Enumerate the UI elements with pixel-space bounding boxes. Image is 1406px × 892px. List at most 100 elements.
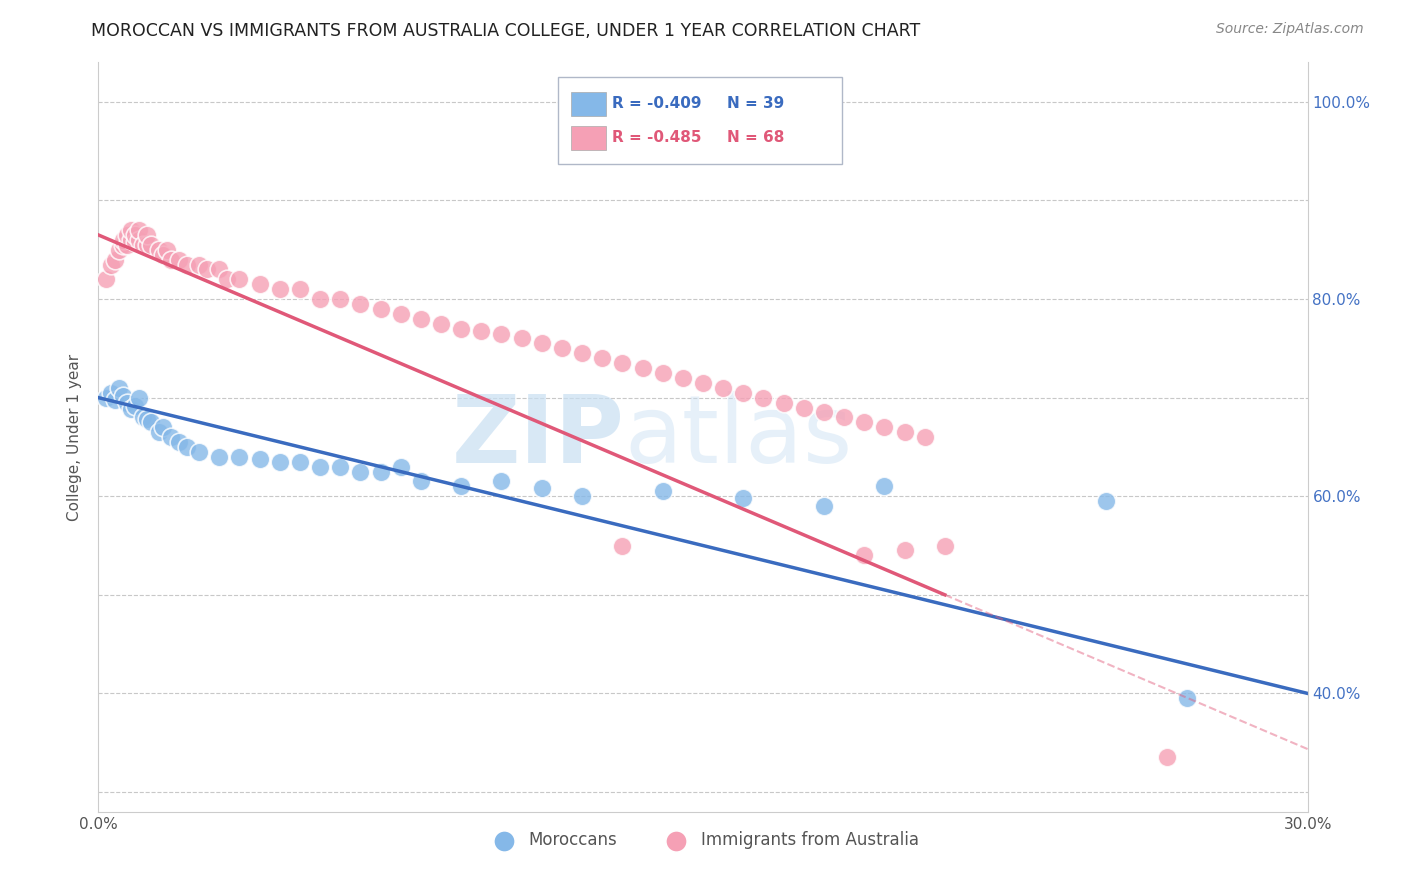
Point — [914, 430, 936, 444]
Point — [309, 292, 332, 306]
Text: N = 68: N = 68 — [727, 130, 785, 145]
FancyBboxPatch shape — [558, 78, 842, 163]
Point — [120, 402, 142, 417]
Point — [430, 317, 453, 331]
Point — [752, 391, 775, 405]
Point — [269, 282, 291, 296]
Text: Source: ZipAtlas.com: Source: ZipAtlas.com — [1216, 22, 1364, 37]
Point — [111, 237, 134, 252]
Text: ZIP: ZIP — [451, 391, 624, 483]
Point — [813, 499, 835, 513]
Point — [450, 479, 472, 493]
Point — [148, 243, 170, 257]
Point — [651, 366, 673, 380]
Point — [188, 258, 211, 272]
Point — [135, 237, 157, 252]
Point — [409, 311, 432, 326]
Point — [934, 539, 956, 553]
Point — [692, 376, 714, 390]
Point — [152, 248, 174, 262]
Point — [139, 237, 162, 252]
Point — [111, 389, 134, 403]
Point — [370, 465, 392, 479]
Point — [288, 282, 311, 296]
Point — [115, 395, 138, 409]
Point — [1175, 691, 1198, 706]
Point — [132, 410, 155, 425]
Point — [128, 391, 150, 405]
Point — [893, 425, 915, 439]
Point — [176, 440, 198, 454]
Point — [1095, 494, 1118, 508]
Point — [832, 410, 855, 425]
Point — [132, 237, 155, 252]
Point — [612, 539, 634, 553]
Point — [269, 455, 291, 469]
Point — [148, 425, 170, 439]
Point — [733, 385, 755, 400]
Point — [124, 227, 146, 242]
Point — [176, 258, 198, 272]
Point — [120, 223, 142, 237]
Point — [853, 549, 876, 563]
Point — [612, 356, 634, 370]
Point — [329, 459, 352, 474]
Point — [470, 324, 492, 338]
Point — [491, 475, 513, 489]
Point — [409, 475, 432, 489]
FancyBboxPatch shape — [571, 93, 606, 116]
Point — [893, 543, 915, 558]
Point — [188, 445, 211, 459]
Point — [672, 371, 695, 385]
Text: R = -0.485: R = -0.485 — [613, 130, 702, 145]
Point — [124, 235, 146, 249]
Point — [111, 233, 134, 247]
Point — [115, 227, 138, 242]
Point — [873, 479, 896, 493]
Point — [793, 401, 815, 415]
Point — [349, 465, 371, 479]
Point — [156, 243, 179, 257]
Point — [96, 391, 118, 405]
Point — [329, 292, 352, 306]
Point — [152, 420, 174, 434]
Legend: Moroccans, Immigrants from Australia: Moroccans, Immigrants from Australia — [481, 824, 925, 855]
Point — [288, 455, 311, 469]
Point — [530, 481, 553, 495]
Point — [124, 399, 146, 413]
Point — [349, 297, 371, 311]
Point — [228, 272, 250, 286]
Point — [135, 412, 157, 426]
Point — [107, 243, 129, 257]
Point — [160, 252, 183, 267]
Point — [873, 420, 896, 434]
Point — [571, 489, 593, 503]
Point — [711, 381, 734, 395]
Text: R = -0.409: R = -0.409 — [613, 96, 702, 112]
Point — [389, 307, 412, 321]
Point — [733, 491, 755, 506]
Point — [772, 395, 794, 409]
Point — [530, 336, 553, 351]
Point — [510, 331, 533, 345]
Point — [491, 326, 513, 341]
Point — [96, 272, 118, 286]
Point — [389, 459, 412, 474]
Point — [100, 258, 122, 272]
Point — [651, 484, 673, 499]
Point — [115, 237, 138, 252]
Point — [160, 430, 183, 444]
Text: N = 39: N = 39 — [727, 96, 785, 112]
Point — [128, 233, 150, 247]
Point — [128, 223, 150, 237]
Y-axis label: College, Under 1 year: College, Under 1 year — [67, 353, 83, 521]
Point — [217, 272, 239, 286]
Point — [139, 415, 162, 429]
Point — [100, 385, 122, 400]
Point — [135, 227, 157, 242]
Point — [450, 321, 472, 335]
Point — [208, 450, 231, 464]
Point — [370, 301, 392, 316]
Point — [551, 342, 574, 356]
Point — [195, 262, 218, 277]
